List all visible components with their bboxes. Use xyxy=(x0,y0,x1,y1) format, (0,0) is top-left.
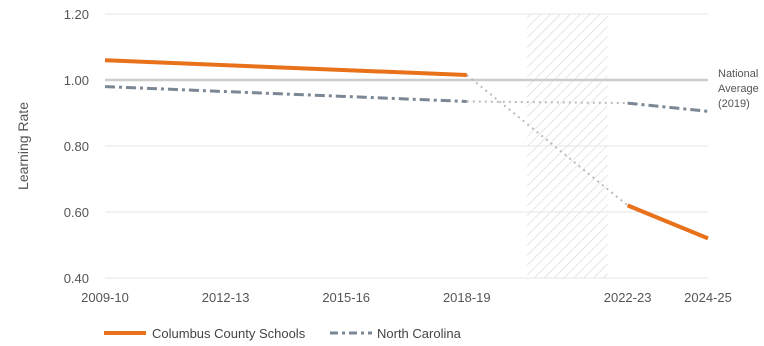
legend-label: North Carolina xyxy=(377,326,462,341)
series-lines xyxy=(104,58,709,241)
x-tick-label: 2012-13 xyxy=(202,290,250,305)
x-tick-label: 2022-23 xyxy=(604,290,652,305)
x-tick-label: 2015-16 xyxy=(322,290,370,305)
x-axis-tick-labels: 2009-10 2012-13 2015-16 2018-19 2022-23 2024-… xyxy=(81,290,732,305)
legend: Columbus County Schools North Carolina xyxy=(104,326,462,341)
y-tick-label: 0.40 xyxy=(64,271,89,286)
series-line-before xyxy=(104,85,467,103)
y-axis-tick-labels: 0.40 0.60 0.80 1.00 1.20 xyxy=(64,7,89,286)
y-tick-label: 1.20 xyxy=(64,7,89,22)
series-line-after xyxy=(626,203,709,241)
reference-line-label: National xyxy=(718,68,758,80)
legend-label: Columbus County Schools xyxy=(152,326,306,341)
x-tick-label: 2024-25 xyxy=(684,290,732,305)
y-tick-label: 1.00 xyxy=(64,73,89,88)
series-line-after xyxy=(627,101,709,113)
x-tick-label: 2009-10 xyxy=(81,290,129,305)
reference-line-label: (2019) xyxy=(718,98,750,110)
y-tick-label: 0.80 xyxy=(64,139,89,154)
x-tick-label: 2018-19 xyxy=(443,290,491,305)
reference-line-label: Average xyxy=(718,83,759,95)
y-axis-title: Learning Rate xyxy=(15,102,31,190)
series-line-before xyxy=(104,58,467,78)
gridlines xyxy=(105,13,708,279)
gap-connector-line xyxy=(466,74,629,207)
y-tick-label: 0.60 xyxy=(64,205,89,220)
national-average-reference: National Average (2019) xyxy=(105,68,759,110)
